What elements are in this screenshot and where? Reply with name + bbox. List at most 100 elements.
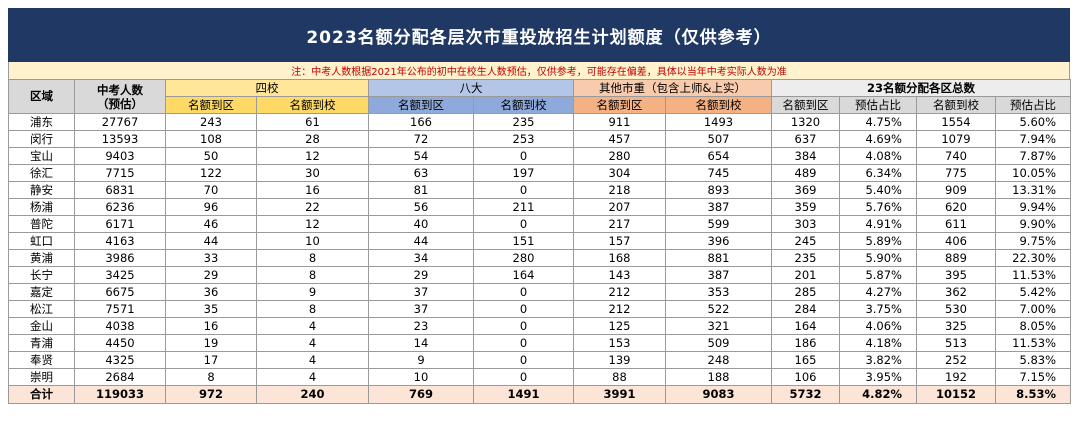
- cell-total-to-district: 489: [771, 164, 840, 182]
- cell-exam-count: 6675: [74, 283, 166, 301]
- table-row: 宝山 9403 50 12 54 0 280 654 384 4.08% 740 7.87%: [8, 147, 1072, 165]
- cell-total-district-ratio: 4.08%: [839, 147, 917, 165]
- cell-other-to-district: 911: [573, 113, 666, 131]
- cell-total-to-district: 369: [771, 181, 840, 199]
- cell-district: 闵行: [8, 130, 75, 148]
- cell-district: 松江: [8, 300, 75, 318]
- cell-eight-to-district: 72: [368, 130, 474, 148]
- header-exam-count-line2: （预估）: [97, 96, 143, 111]
- header-total-to-school: 名额到校: [916, 96, 996, 114]
- cell-four-to-school: 61: [256, 113, 369, 131]
- cell-eight-to-district: 63: [368, 164, 474, 182]
- cell-eight-to-district: 9: [368, 351, 474, 369]
- cell-other-to-district: 139: [573, 351, 666, 369]
- cell-total-to-district: 201: [771, 266, 840, 284]
- cell-exam-count: 9403: [74, 147, 166, 165]
- cell-other-to-school: 1493: [665, 113, 772, 131]
- cell-district: 奉贤: [8, 351, 75, 369]
- cell-other-to-district: 457: [573, 130, 666, 148]
- table-row: 静安 6831 70 16 81 0 218 893 369 5.40% 909 13.31%: [8, 181, 1072, 199]
- cell-total-to-district: 235: [771, 249, 840, 267]
- header-group-eight: 八大: [368, 79, 574, 97]
- cell-eight-to-school: 164: [473, 266, 574, 284]
- total-eight-to-district: 769: [368, 385, 474, 404]
- cell-four-to-school: 4: [256, 334, 369, 352]
- cell-other-to-school: 599: [665, 215, 772, 233]
- cell-total-to-school: 406: [916, 232, 996, 250]
- cell-total-school-ratio: 7.87%: [994, 147, 1072, 165]
- cell-other-to-school: 509: [665, 334, 772, 352]
- table-row: 崇明 2684 8 4 10 0 88 188 106 3.95% 192 7.15%: [8, 368, 1072, 386]
- table-row: 长宁 3425 29 8 29 164 143 387 201 5.87% 395 11.53%: [8, 266, 1072, 284]
- cell-four-to-district: 8: [165, 368, 257, 386]
- table-row: 黄浦 3986 33 8 34 280 168 881 235 5.90% 889 22.30%: [8, 249, 1072, 267]
- cell-total-district-ratio: 4.69%: [839, 130, 917, 148]
- cell-four-to-district: 108: [165, 130, 257, 148]
- cell-four-to-school: 12: [256, 147, 369, 165]
- header-four-to-district: 名额到区: [165, 96, 257, 114]
- cell-other-to-district: 218: [573, 181, 666, 199]
- cell-total-to-school: 775: [916, 164, 996, 182]
- cell-total-school-ratio: 9.75%: [994, 232, 1072, 250]
- cell-total-school-ratio: 22.30%: [994, 249, 1072, 267]
- total-four-to-school: 240: [256, 385, 369, 404]
- cell-total-school-ratio: 5.42%: [994, 283, 1072, 301]
- cell-four-to-school: 4: [256, 351, 369, 369]
- cell-total-to-school: 252: [916, 351, 996, 369]
- cell-total-to-district: 384: [771, 147, 840, 165]
- cell-other-to-school: 522: [665, 300, 772, 318]
- total-eight-to-school: 1491: [473, 385, 574, 404]
- cell-eight-to-district: 37: [368, 283, 474, 301]
- cell-four-to-district: 33: [165, 249, 257, 267]
- table-row: 奉贤 4325 17 4 9 0 139 248 165 3.82% 252 5.83%: [8, 351, 1072, 369]
- cell-other-to-district: 168: [573, 249, 666, 267]
- cell-eight-to-school: 0: [473, 334, 574, 352]
- table-row: 嘉定 6675 36 9 37 0 212 353 285 4.27% 362 5.42%: [8, 283, 1072, 301]
- cell-four-to-school: 12: [256, 215, 369, 233]
- cell-total-to-school: 513: [916, 334, 996, 352]
- cell-other-to-district: 157: [573, 232, 666, 250]
- cell-total-district-ratio: 5.90%: [839, 249, 917, 267]
- cell-four-to-district: 50: [165, 147, 257, 165]
- cell-four-to-district: 17: [165, 351, 257, 369]
- cell-other-to-school: 248: [665, 351, 772, 369]
- cell-four-to-district: 29: [165, 266, 257, 284]
- cell-total-district-ratio: 4.91%: [839, 215, 917, 233]
- cell-other-to-school: 321: [665, 317, 772, 335]
- cell-exam-count: 7715: [74, 164, 166, 182]
- cell-total-to-school: 611: [916, 215, 996, 233]
- cell-exam-count: 7571: [74, 300, 166, 318]
- total-total-school-ratio: 8.53%: [994, 385, 1072, 404]
- cell-total-to-district: 1320: [771, 113, 840, 131]
- cell-district: 静安: [8, 181, 75, 199]
- cell-eight-to-school: 0: [473, 368, 574, 386]
- cell-district: 普陀: [8, 215, 75, 233]
- cell-exam-count: 13593: [74, 130, 166, 148]
- cell-four-to-school: 8: [256, 249, 369, 267]
- cell-four-to-district: 70: [165, 181, 257, 199]
- cell-eight-to-district: 34: [368, 249, 474, 267]
- cell-total-school-ratio: 5.60%: [994, 113, 1072, 131]
- header-other-to-school: 名额到校: [665, 96, 772, 114]
- cell-other-to-district: 143: [573, 266, 666, 284]
- cell-total-district-ratio: 4.27%: [839, 283, 917, 301]
- table-row: 松江 7571 35 8 37 0 212 522 284 3.75% 530 7.00%: [8, 300, 1072, 318]
- quota-table-document: 2023名额分配各层次市重投放招生计划额度（仅供参考） 注：中考人数根据2021…: [8, 8, 1072, 404]
- cell-other-to-district: 88: [573, 368, 666, 386]
- cell-exam-count: 4450: [74, 334, 166, 352]
- header-four-to-school: 名额到校: [256, 96, 369, 114]
- cell-total-district-ratio: 5.76%: [839, 198, 917, 216]
- cell-district: 宝山: [8, 147, 75, 165]
- cell-total-to-school: 192: [916, 368, 996, 386]
- cell-total-to-district: 303: [771, 215, 840, 233]
- cell-other-to-school: 881: [665, 249, 772, 267]
- cell-total-district-ratio: 5.89%: [839, 232, 917, 250]
- cell-total-school-ratio: 9.90%: [994, 215, 1072, 233]
- cell-exam-count: 6831: [74, 181, 166, 199]
- cell-total-school-ratio: 9.94%: [994, 198, 1072, 216]
- cell-total-district-ratio: 5.87%: [839, 266, 917, 284]
- cell-total-school-ratio: 8.05%: [994, 317, 1072, 335]
- cell-eight-to-district: 81: [368, 181, 474, 199]
- total-total-to-district: 5732: [771, 385, 840, 404]
- cell-four-to-school: 28: [256, 130, 369, 148]
